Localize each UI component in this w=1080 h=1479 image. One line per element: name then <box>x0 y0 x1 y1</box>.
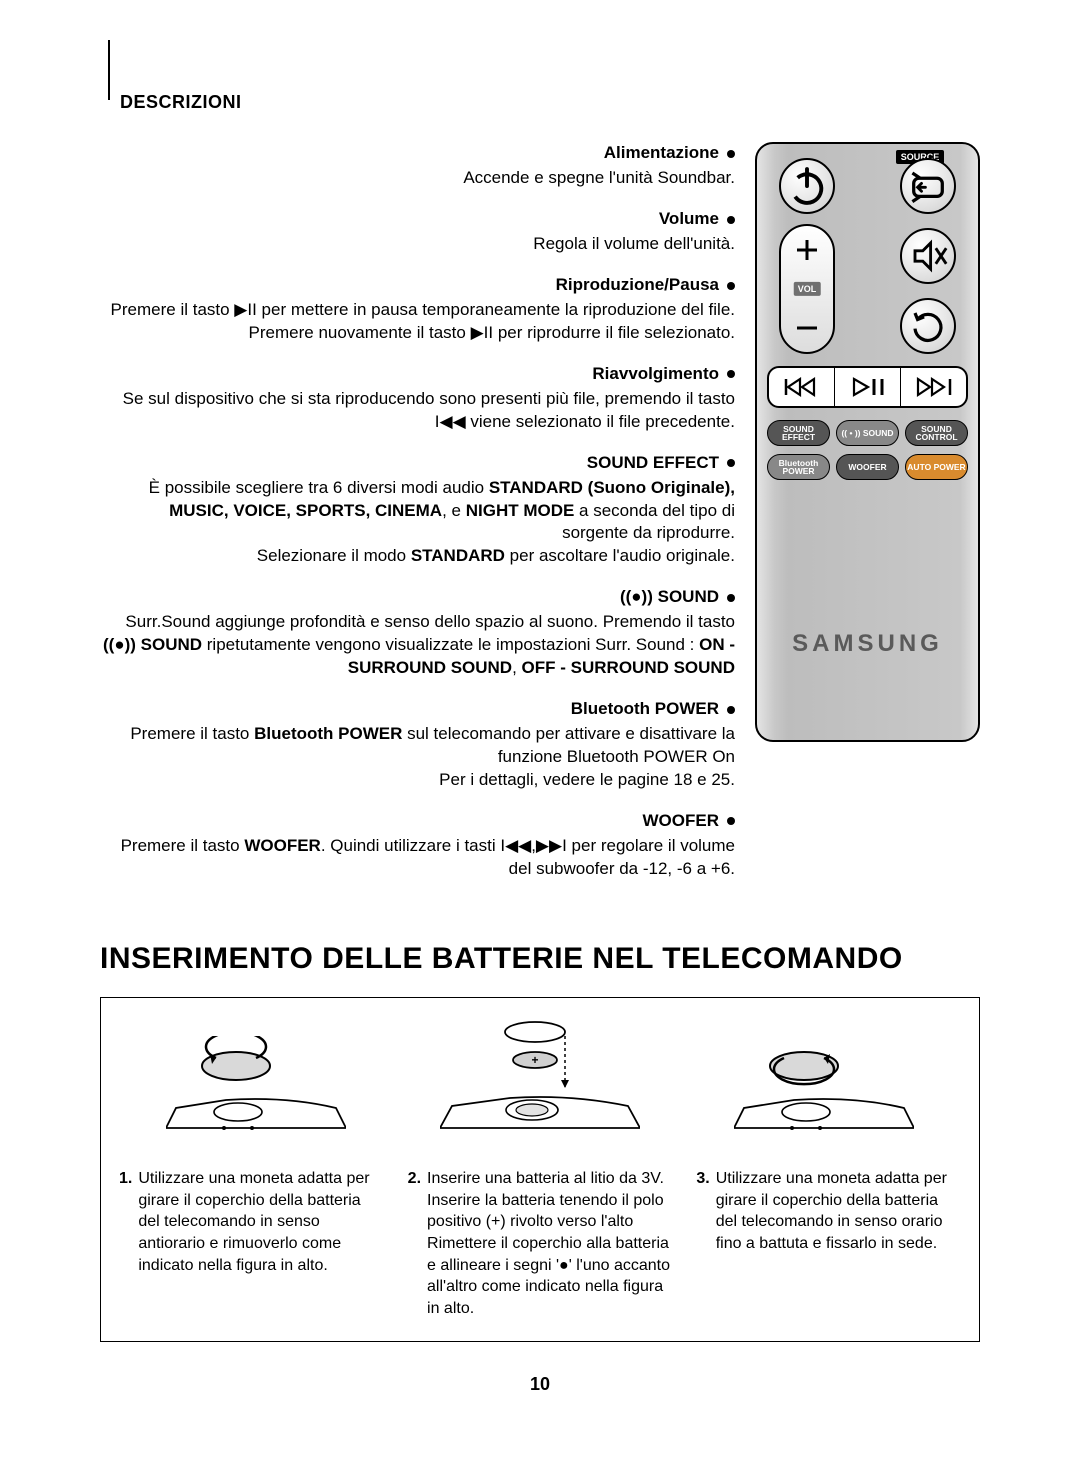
leader-dot <box>727 150 735 158</box>
battery-box: + 1. Utilizzare una moneta ada <box>100 997 980 1342</box>
source-button <box>900 158 956 214</box>
page-number: 10 <box>100 1372 980 1396</box>
leader-dot <box>727 282 735 290</box>
leader-dot <box>727 370 735 378</box>
section-title: DESCRIZIONI <box>120 90 980 114</box>
pill-row-2: Bluetooth POWER WOOFER AUTO POWER <box>767 454 968 480</box>
prev-button <box>769 368 835 406</box>
pill-bt-power: Bluetooth POWER <box>767 454 830 480</box>
power-button <box>779 158 835 214</box>
battery-heading: INSERIMENTO DELLE BATTERIE NEL TELECOMAN… <box>100 939 980 980</box>
desc-btpower-title: Bluetooth POWER <box>571 698 719 721</box>
playpause-button <box>835 368 901 406</box>
desc-surround-body: Surr.Sound aggiunge profondità e senso d… <box>100 611 735 680</box>
pill-auto-power: AUTO POWER <box>905 454 968 480</box>
vol-label: VOL <box>794 282 821 296</box>
desc-volume: Volume Regola il volume dell'unità. <box>100 208 735 256</box>
pill-row-1: SOUND EFFECT (( • )) SOUND SOUND CONTROL <box>767 420 968 446</box>
desc-playpause-title: Riproduzione/Pausa <box>556 274 719 297</box>
next-button <box>901 368 966 406</box>
descriptions-column: Alimentazione Accende e spegne l'unità S… <box>100 142 745 898</box>
mute-button <box>900 228 956 284</box>
battery-step-2: 2. Inserire una batteria al litio da 3V.… <box>408 1168 673 1319</box>
desc-volume-title: Volume <box>659 208 719 231</box>
remote-illustration: SOURCE <box>755 142 980 742</box>
leader-dot <box>727 459 735 467</box>
desc-rewind-title: Riavvolgimento <box>592 363 719 386</box>
desc-soundeffect-body: È possibile scegliere tra 6 diversi modi… <box>100 477 735 569</box>
leader-dot <box>727 216 735 224</box>
desc-surround: ((●)) SOUND Surr.Sound aggiunge profondi… <box>100 586 735 680</box>
step-text: Utilizzare una moneta adatta per girare … <box>716 1168 961 1319</box>
leader-dot <box>727 594 735 602</box>
minus-icon <box>793 314 821 342</box>
prev-icon <box>780 375 824 399</box>
repeat-icon <box>902 300 954 352</box>
battery-steps: 1. Utilizzare una moneta adatta per gira… <box>119 1168 961 1319</box>
step-number: 3. <box>696 1168 709 1319</box>
playpause-icon <box>846 375 890 399</box>
desc-power-title: Alimentazione <box>604 142 719 165</box>
leader-dot <box>727 706 735 714</box>
desc-power: Alimentazione Accende e spegne l'unità S… <box>100 142 735 190</box>
battery-fig-1 <box>166 1036 346 1146</box>
battery-step-3: 3. Utilizzare una moneta adatta per gira… <box>696 1168 961 1319</box>
repeat-button <box>900 298 956 354</box>
step-text: Utilizzare una moneta adatta per girare … <box>138 1168 383 1319</box>
desc-btpower-body: Premere il tasto Bluetooth POWER sul tel… <box>100 723 735 792</box>
pill-woofer: WOOFER <box>836 454 899 480</box>
pill-surr-sound: (( • )) SOUND <box>836 420 899 446</box>
mute-icon <box>902 230 954 282</box>
brand-label: SAMSUNG <box>757 628 978 660</box>
desc-soundeffect: SOUND EFFECT È possibile scegliere tra 6… <box>100 452 735 569</box>
pill-sound-effect: SOUND EFFECT <box>767 420 830 446</box>
desc-woofer-body: Premere il tasto WOOFER. Quindi utilizza… <box>100 835 735 881</box>
battery-illustrations: + <box>119 1016 961 1146</box>
desc-volume-body: Regola il volume dell'unità. <box>100 233 735 256</box>
desc-playpause: Riproduzione/Pausa Premere il tasto ▶II … <box>100 274 735 345</box>
power-icon <box>781 160 833 212</box>
step-text: Inserire una batteria al litio da 3V. In… <box>427 1168 672 1319</box>
desc-surround-title: ((●)) SOUND <box>620 586 719 609</box>
step-number: 1. <box>119 1168 132 1319</box>
header-rule <box>108 40 110 100</box>
desc-soundeffect-title: SOUND EFFECT <box>587 452 719 475</box>
desc-woofer: WOOFER Premere il tasto WOOFER. Quindi u… <box>100 810 735 881</box>
desc-rewind: Riavvolgimento Se sul dispositivo che si… <box>100 363 735 434</box>
desc-playpause-body: Premere il tasto ▶II per mettere in paus… <box>100 299 735 345</box>
battery-step-1: 1. Utilizzare una moneta adatta per gira… <box>119 1168 384 1319</box>
battery-fig-2: + <box>440 1016 640 1146</box>
svg-text:+: + <box>531 1053 538 1067</box>
desc-btpower: Bluetooth POWER Premere il tasto Bluetoo… <box>100 698 735 792</box>
desc-power-body: Accende e spegne l'unità Soundbar. <box>100 167 735 190</box>
transport-row <box>767 366 968 408</box>
source-icon <box>902 160 954 212</box>
battery-fig-3 <box>734 1036 914 1146</box>
next-icon <box>912 375 956 399</box>
desc-rewind-body: Se sul dispositivo che si sta riproducen… <box>100 388 735 434</box>
volume-rocker: VOL <box>779 224 835 354</box>
desc-woofer-title: WOOFER <box>643 810 720 833</box>
plus-icon <box>793 236 821 264</box>
pill-sound-control: SOUND CONTROL <box>905 420 968 446</box>
leader-dot <box>727 817 735 825</box>
step-number: 2. <box>408 1168 421 1319</box>
